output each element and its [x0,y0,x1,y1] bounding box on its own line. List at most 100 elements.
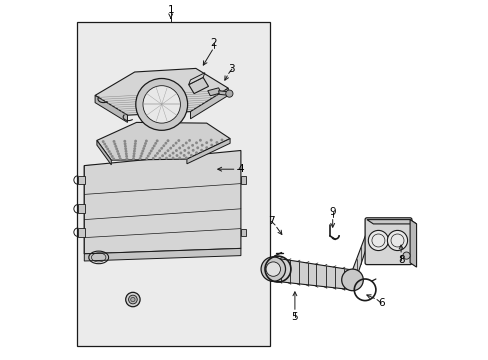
Polygon shape [95,68,228,115]
Polygon shape [97,140,111,165]
Circle shape [209,139,212,141]
Circle shape [112,140,115,143]
Circle shape [104,145,107,148]
Text: 7: 7 [267,216,274,226]
Polygon shape [218,91,229,95]
Circle shape [200,149,203,152]
Circle shape [191,144,194,147]
Text: 8: 8 [397,255,404,265]
Circle shape [158,149,161,152]
Polygon shape [84,248,241,261]
Circle shape [133,150,136,153]
Text: 3: 3 [228,64,235,74]
Circle shape [109,153,112,156]
Circle shape [172,144,175,147]
Circle shape [125,292,140,307]
Text: 5: 5 [291,312,298,322]
Circle shape [128,295,137,304]
Circle shape [225,90,232,97]
Circle shape [139,154,142,157]
Circle shape [402,252,409,259]
Circle shape [144,140,147,143]
Circle shape [205,141,208,144]
Circle shape [165,157,167,159]
Circle shape [160,147,163,150]
Circle shape [187,152,190,154]
Polygon shape [241,176,246,184]
Circle shape [261,257,285,282]
Circle shape [106,148,109,150]
Polygon shape [241,229,246,236]
Circle shape [125,157,128,160]
Circle shape [125,155,128,158]
Circle shape [123,145,126,148]
Circle shape [174,141,177,144]
Circle shape [184,141,187,144]
Circle shape [102,140,104,143]
Circle shape [111,155,113,158]
Circle shape [183,154,185,157]
Polygon shape [78,228,84,237]
Circle shape [168,154,171,157]
Circle shape [175,154,178,157]
Polygon shape [352,232,366,290]
Text: 2: 2 [210,38,217,48]
Circle shape [119,157,122,160]
Polygon shape [188,77,208,94]
Circle shape [133,145,136,148]
Circle shape [178,147,181,149]
Circle shape [154,142,157,145]
Circle shape [183,149,186,152]
Circle shape [158,157,161,160]
Circle shape [154,154,157,157]
Circle shape [114,145,117,148]
Circle shape [136,78,187,130]
Circle shape [188,139,191,142]
Circle shape [132,157,135,160]
Circle shape [118,155,121,158]
Circle shape [181,144,184,147]
Circle shape [152,144,155,147]
Circle shape [103,143,106,145]
Circle shape [117,152,120,155]
Circle shape [195,141,198,144]
Circle shape [175,149,178,152]
Circle shape [112,157,115,160]
Polygon shape [190,88,228,119]
Circle shape [148,152,151,155]
Circle shape [215,141,218,144]
Circle shape [130,297,135,302]
Circle shape [149,149,152,152]
Polygon shape [84,165,111,254]
Circle shape [187,147,190,149]
Circle shape [151,147,154,150]
Circle shape [178,157,181,159]
Polygon shape [207,88,221,96]
Polygon shape [188,73,204,85]
Circle shape [201,144,203,147]
Circle shape [152,157,154,160]
Circle shape [143,145,146,148]
Circle shape [144,142,146,145]
Circle shape [220,139,223,141]
Circle shape [113,143,116,145]
Circle shape [146,154,149,157]
Circle shape [124,152,127,155]
Circle shape [196,146,199,149]
Polygon shape [78,176,84,184]
Circle shape [163,152,166,155]
Polygon shape [409,220,416,267]
Circle shape [169,147,172,149]
Circle shape [184,157,187,159]
Bar [77,22,269,346]
Circle shape [145,157,148,160]
Circle shape [132,152,135,155]
Text: 4: 4 [237,164,244,174]
Polygon shape [271,257,352,290]
Circle shape [123,140,126,143]
Circle shape [367,230,387,251]
Circle shape [210,144,213,147]
Polygon shape [186,139,230,164]
FancyBboxPatch shape [365,218,411,265]
Circle shape [162,144,165,147]
